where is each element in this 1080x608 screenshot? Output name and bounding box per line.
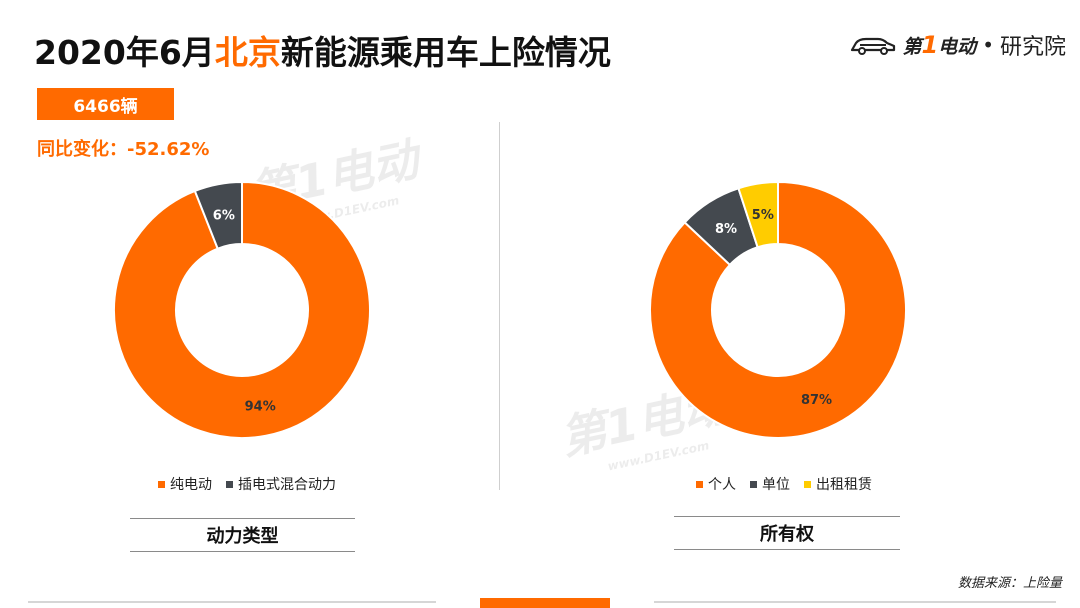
donut-slice	[193, 180, 243, 250]
legend-item: 单位	[750, 474, 790, 494]
slice-label: 94%	[245, 399, 276, 414]
donut-chart-ownership: 87% 8% 5%	[649, 180, 907, 439]
slice-label: 8%	[715, 222, 737, 237]
yoy-change: 同比变化：-52.62%	[37, 139, 210, 160]
center-divider	[499, 122, 500, 490]
chart-caption-power-type: 动力类型	[130, 518, 355, 552]
legend-item: 纯电动	[158, 474, 212, 494]
title-highlight: 北京	[214, 33, 281, 72]
legend-ownership: 个人 单位 出租租赁	[696, 474, 872, 494]
brand-institute: 研究院	[999, 35, 1066, 60]
donut-slice	[737, 180, 779, 249]
data-source: 数据来源：上险量	[957, 576, 1062, 591]
legend-swatch	[696, 480, 703, 488]
legend-swatch	[158, 480, 165, 488]
legend-swatch	[750, 480, 757, 488]
page-title: 2020年6月北京新能源乘用车上险情况	[34, 26, 611, 74]
total-badge: 6466辆	[37, 88, 174, 120]
donut-slice	[649, 180, 907, 439]
donut-chart-power-type: 94% 6%	[113, 180, 371, 439]
donut-slice	[113, 180, 371, 439]
footer-line-left	[28, 601, 436, 603]
footer-line-right	[654, 601, 1056, 603]
legend-swatch	[804, 480, 811, 488]
slice-label: 87%	[801, 393, 832, 408]
legend-item: 插电式混合动力	[226, 474, 336, 494]
legend-item: 个人	[696, 474, 736, 494]
brand-logo: 第1电动 • 研究院	[850, 30, 1066, 60]
slice-label: 5%	[752, 208, 774, 223]
car-icon	[851, 37, 896, 55]
footer-accent	[480, 598, 610, 608]
legend-swatch	[226, 480, 233, 488]
chart-caption-ownership: 所有权	[674, 516, 900, 550]
title-prefix: 2020年6月	[34, 33, 215, 72]
legend-power-type: 纯电动 插电式混合动力	[158, 474, 336, 494]
slice-label: 6%	[213, 209, 235, 224]
title-suffix: 新能源乘用车上险情况	[280, 33, 611, 72]
brand-separator: •	[982, 33, 994, 57]
brand-name: 第1电动	[902, 31, 977, 59]
legend-item: 出租租赁	[804, 474, 872, 494]
